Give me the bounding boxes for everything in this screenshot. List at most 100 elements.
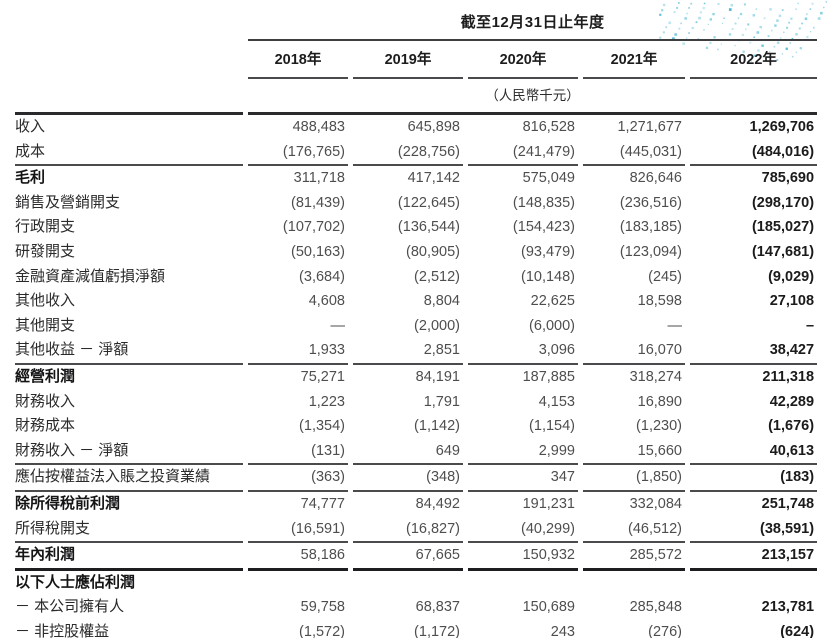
value-cell-2021: (236,516) bbox=[619, 194, 682, 211]
table-row: 財務收入 － 淨額 (131) 649 2,999 15,660 40,613 bbox=[15, 439, 817, 464]
table-row: 以下人士應佔利潤 bbox=[15, 567, 818, 596]
value-cell-2021: (183,185) bbox=[619, 219, 682, 236]
unit-note-row: （人民幣千元） bbox=[15, 79, 818, 115]
value-cell-2020: 150,689 bbox=[522, 599, 575, 616]
row-label: 財務成本 bbox=[15, 417, 76, 435]
value-cell-2018: 58,186 bbox=[248, 541, 348, 568]
table-row: 毛利 311,718 417,142 575,049 826,646 785,690 bbox=[15, 164, 818, 191]
value-cell-2022: 38,427 bbox=[769, 342, 815, 359]
value-cell-2020 bbox=[468, 567, 578, 596]
value-cell-2018: 1,223 bbox=[308, 393, 345, 410]
column-header-2022: 2022年 bbox=[690, 41, 818, 79]
row-label: 所得稅開支 bbox=[15, 519, 91, 537]
year-header-row: 2018年 2019年 2020年 2021年 2022年 bbox=[15, 41, 818, 79]
table-body: 收入 488,483 645,898 816,528 1,271,677 1,269,70… bbox=[15, 115, 818, 638]
value-cell-2022: 213,157 bbox=[690, 541, 818, 568]
row-label: 其他收益 － 淨額 bbox=[15, 341, 129, 359]
decorative-dots-pattern bbox=[659, 1, 827, 62]
value-cell-2022: 251,748 bbox=[690, 489, 818, 517]
value-cell-2018: (363) bbox=[248, 463, 348, 490]
table-row: 銷售及營銷開支 (81,439) (122,645) (148,835) (236,51… bbox=[15, 191, 817, 216]
value-cell-2021 bbox=[583, 567, 685, 596]
row-label: 毛利 bbox=[15, 164, 243, 191]
value-cell-2021: 15,660 bbox=[637, 442, 682, 459]
value-cell-2021: (123,094) bbox=[619, 243, 682, 260]
row-label: － 本公司擁有人 bbox=[15, 598, 125, 616]
value-cell-2021: (46,512) bbox=[627, 520, 682, 537]
column-header-2021: 2021年 bbox=[583, 41, 685, 79]
value-cell-2018: 1,933 bbox=[308, 342, 345, 359]
value-cell-2022: 1,269,706 bbox=[749, 119, 815, 135]
value-cell-2020: (241,479) bbox=[512, 143, 575, 160]
value-cell-2018: (107,702) bbox=[282, 219, 345, 236]
value-cell-2021: (1,850) bbox=[583, 463, 685, 490]
row-label: 財務收入 bbox=[15, 392, 76, 410]
value-cell-2020: 575,049 bbox=[468, 164, 578, 191]
value-cell-2020: 3,096 bbox=[538, 342, 575, 359]
value-cell-2019: 8,804 bbox=[423, 293, 460, 310]
table-row: 其他開支 — (2,000) (6,000) — – bbox=[15, 314, 817, 339]
value-cell-2019: (16,827) bbox=[405, 520, 460, 537]
value-cell-2019: (80,905) bbox=[405, 243, 460, 260]
value-cell-2022: 27,108 bbox=[769, 293, 815, 310]
value-cell-2021: (276) bbox=[648, 623, 682, 638]
value-cell-2022: (38,591) bbox=[760, 520, 815, 537]
value-cell-2020: 22,625 bbox=[530, 293, 575, 310]
row-label: 銷售及營銷開支 bbox=[15, 193, 121, 211]
value-cell-2019: 84,492 bbox=[353, 489, 463, 517]
value-cell-2018: (1,354) bbox=[299, 418, 345, 435]
value-cell-2022: 213,781 bbox=[761, 599, 815, 616]
value-cell-2020: 187,885 bbox=[468, 362, 578, 390]
table-row: － 非控股權益 (1,572) (1,172) 243 (276) (624) bbox=[15, 620, 817, 638]
table-row: 除所得稅前利潤 74,777 84,492 191,231 332,084 251,748 bbox=[15, 489, 818, 517]
value-cell-2022: (183) bbox=[690, 463, 818, 490]
value-cell-2021: 332,084 bbox=[583, 489, 685, 517]
value-cell-2022: 42,289 bbox=[769, 393, 815, 410]
income-statement-table: 截至12月31日止年度 2018年 2019年 2020年 2021年 2022… bbox=[10, 6, 822, 638]
value-cell-2021: 318,274 bbox=[583, 362, 685, 390]
value-cell-2020: 2,999 bbox=[538, 442, 575, 459]
value-cell-2020: 4,153 bbox=[538, 393, 575, 410]
value-cell-2020: 150,932 bbox=[468, 541, 578, 568]
column-header-2020: 2020年 bbox=[468, 41, 578, 79]
row-label: 金融資產減值虧損淨額 bbox=[15, 267, 166, 285]
value-cell-2021: (445,031) bbox=[619, 143, 682, 160]
table-row: 其他收入 4,608 8,804 22,625 18,598 27,108 bbox=[15, 289, 817, 314]
value-cell-2020: 816,528 bbox=[522, 119, 575, 135]
value-cell-2022: (484,016) bbox=[751, 143, 815, 160]
value-cell-2020: 191,231 bbox=[468, 489, 578, 517]
value-cell-2019: (348) bbox=[353, 463, 463, 490]
value-cell-2021: 16,890 bbox=[637, 393, 682, 410]
value-cell-2021: 285,572 bbox=[583, 541, 685, 568]
value-cell-2018: (176,765) bbox=[282, 143, 345, 160]
value-cell-2019: 2,851 bbox=[423, 342, 460, 359]
value-cell-2020: (6,000) bbox=[529, 317, 575, 334]
value-cell-2019: (1,142) bbox=[414, 418, 460, 435]
value-cell-2018: (16,591) bbox=[290, 520, 345, 537]
value-cell-2021: (1,230) bbox=[636, 418, 682, 435]
row-label: 經營利潤 bbox=[15, 362, 243, 390]
value-cell-2021: 18,598 bbox=[637, 293, 682, 310]
value-cell-2019 bbox=[353, 567, 463, 596]
table-row: 所得稅開支 (16,591) (16,827) (40,299) (46,512) (38… bbox=[15, 517, 817, 542]
table-row: 財務收入 1,223 1,791 4,153 16,890 42,289 bbox=[15, 390, 817, 415]
table-row: 研發開支 (50,163) (80,905) (93,479) (123,094) (14… bbox=[15, 240, 817, 265]
currency-unit-note: （人民幣千元） bbox=[248, 79, 818, 115]
value-cell-2018: (81,439) bbox=[290, 194, 345, 211]
value-cell-2019: (122,645) bbox=[397, 194, 460, 211]
value-cell-2018: (131) bbox=[311, 442, 345, 459]
value-cell-2021: 16,070 bbox=[637, 342, 682, 359]
value-cell-2018: 488,483 bbox=[292, 119, 345, 135]
value-cell-2022: (298,170) bbox=[751, 194, 815, 211]
value-cell-2018: 4,608 bbox=[308, 293, 345, 310]
table-row: 行政開支 (107,702) (136,544) (154,423) (183,185)… bbox=[15, 215, 817, 240]
value-cell-2018 bbox=[248, 567, 348, 596]
value-cell-2020: 243 bbox=[550, 623, 575, 638]
value-cell-2019: (2,000) bbox=[414, 317, 460, 334]
row-label: 研發開支 bbox=[15, 242, 76, 260]
row-label: 其他開支 bbox=[15, 316, 76, 334]
value-cell-2022: 211,318 bbox=[690, 362, 818, 390]
header-spacer bbox=[15, 6, 243, 41]
value-cell-2019: 645,898 bbox=[407, 119, 460, 135]
value-cell-2022: 785,690 bbox=[690, 164, 818, 191]
